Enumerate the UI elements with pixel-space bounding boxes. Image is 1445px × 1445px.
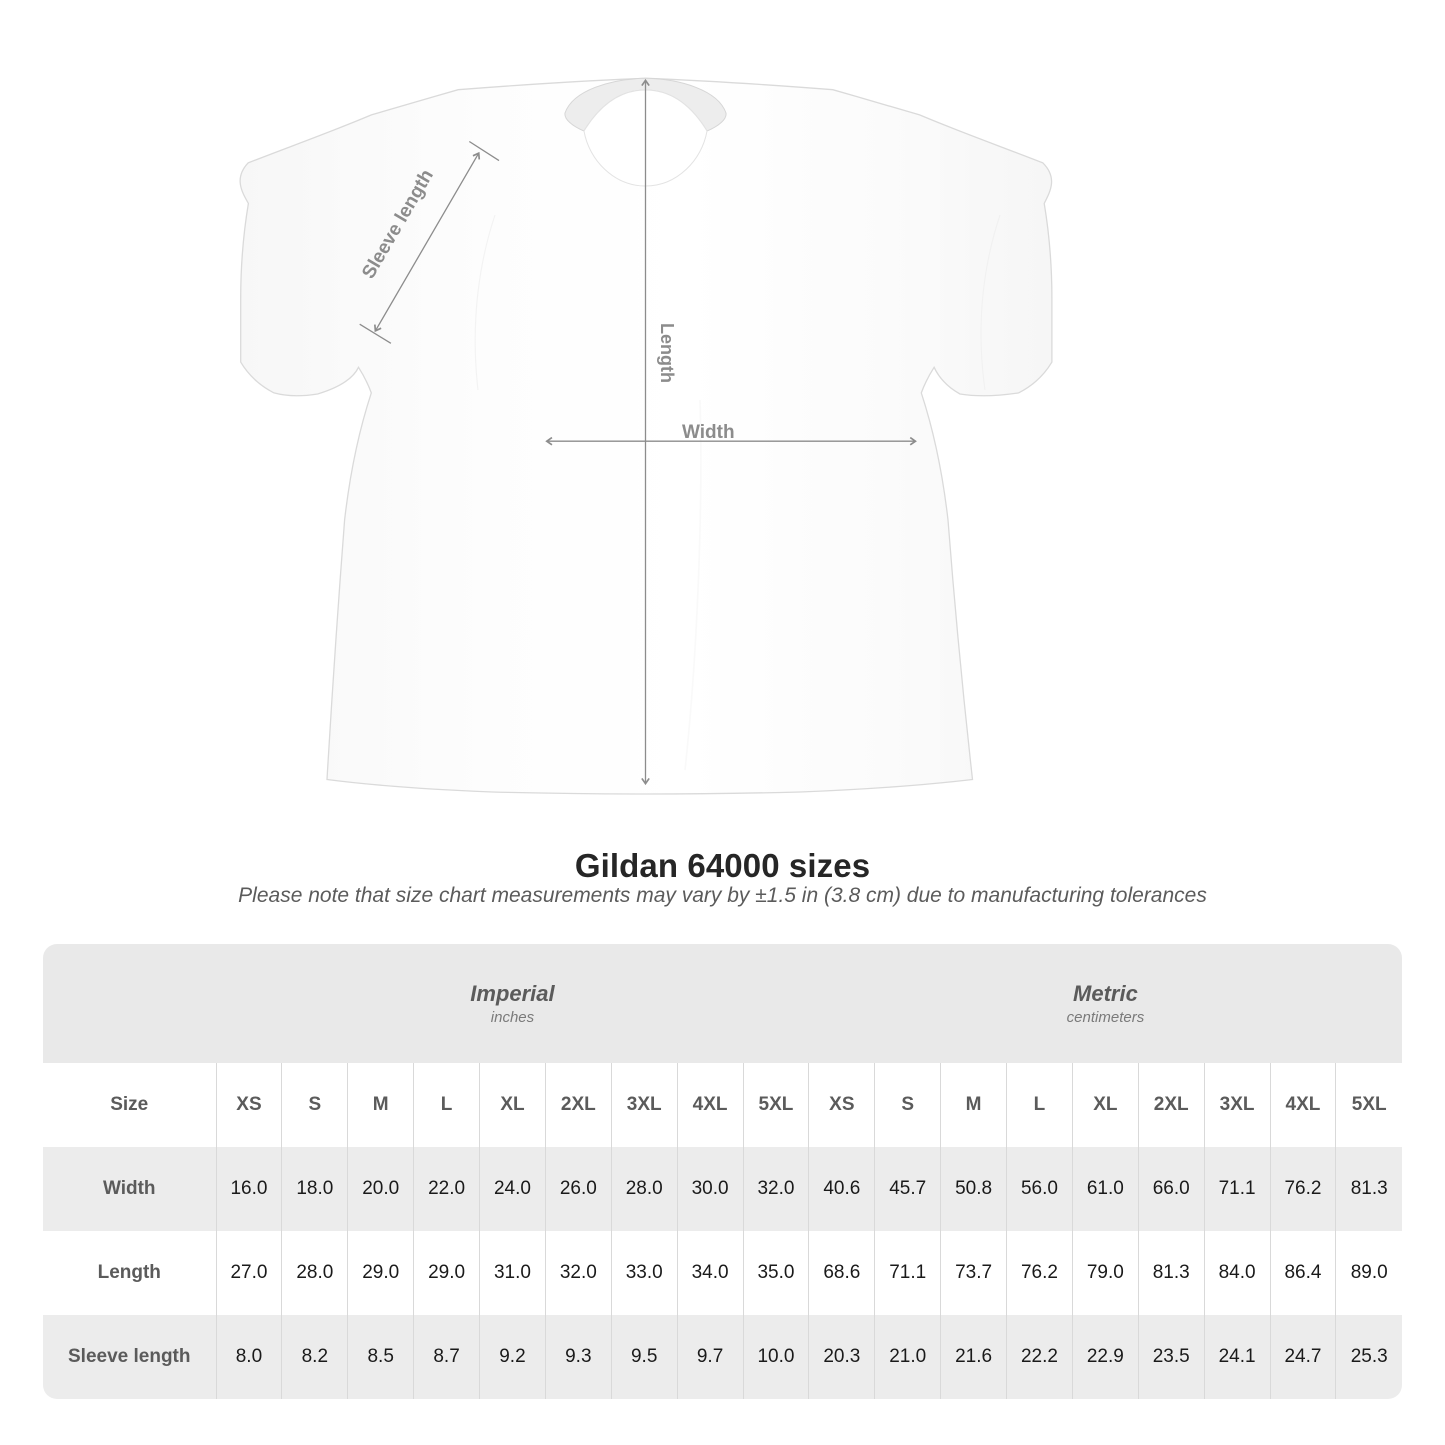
svg-text:Width: Width [682,422,735,443]
svg-text:Length: Length [657,323,677,383]
